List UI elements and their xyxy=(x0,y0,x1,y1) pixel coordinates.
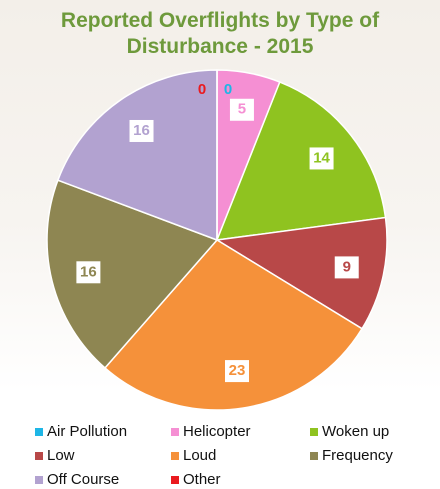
data-label: 16 xyxy=(80,263,97,280)
legend-swatch xyxy=(171,452,179,460)
legend-swatch xyxy=(171,476,179,484)
legend-swatch xyxy=(310,428,318,436)
legend-swatch xyxy=(35,452,43,460)
legend-swatch xyxy=(35,476,43,484)
legend-swatch xyxy=(310,452,318,460)
data-label: 23 xyxy=(229,362,246,379)
data-label: 5 xyxy=(238,101,246,118)
chart: Reported Overflights by Type of Disturba… xyxy=(0,0,440,489)
legend-label: Woken up xyxy=(322,423,389,440)
data-label: 0 xyxy=(224,81,232,98)
legend-swatch xyxy=(171,428,179,436)
legend-label: Air Pollution xyxy=(47,423,127,440)
plot: 051492316160Air PollutionHelicopterWoken… xyxy=(0,0,440,489)
legend-label: Frequency xyxy=(322,447,393,464)
data-label: 16 xyxy=(133,122,150,139)
legend-swatch xyxy=(35,428,43,436)
data-label: 14 xyxy=(313,149,330,166)
legend-label: Loud xyxy=(183,447,216,464)
data-label: 9 xyxy=(343,258,351,275)
legend-label: Other xyxy=(183,471,221,488)
legend-label: Helicopter xyxy=(183,423,251,440)
data-label: 0 xyxy=(198,81,206,98)
legend-label: Off Course xyxy=(47,471,119,488)
legend-label: Low xyxy=(47,447,75,464)
